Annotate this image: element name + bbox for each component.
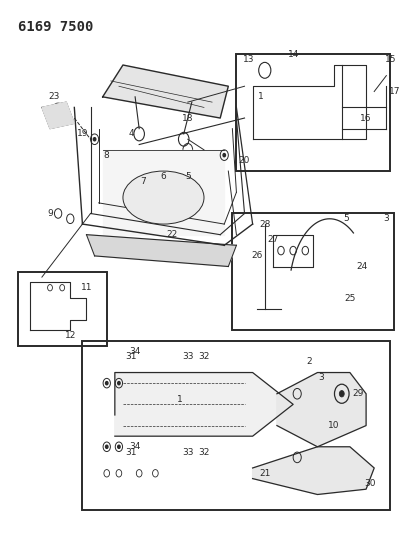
- Text: 34: 34: [129, 442, 141, 451]
- Text: 20: 20: [239, 156, 250, 165]
- Text: 29: 29: [352, 389, 364, 398]
- Bar: [18, 272, 107, 346]
- Text: 13: 13: [243, 55, 254, 64]
- Text: 2: 2: [306, 358, 312, 367]
- Text: 33: 33: [182, 448, 193, 457]
- Circle shape: [118, 382, 120, 385]
- Text: 24: 24: [357, 262, 368, 271]
- Bar: [236, 54, 390, 171]
- Polygon shape: [277, 373, 366, 447]
- Bar: [82, 341, 390, 511]
- Circle shape: [93, 138, 96, 141]
- Text: 31: 31: [125, 352, 137, 361]
- Polygon shape: [86, 235, 236, 266]
- Text: 21: 21: [259, 469, 271, 478]
- Text: 5: 5: [185, 172, 191, 181]
- Text: 9: 9: [47, 209, 53, 218]
- Circle shape: [339, 391, 344, 397]
- Text: 3: 3: [384, 214, 389, 223]
- Text: 19: 19: [77, 130, 88, 139]
- Text: 6: 6: [161, 172, 166, 181]
- Text: 11: 11: [81, 283, 92, 292]
- Text: 10: 10: [328, 421, 339, 430]
- Text: 15: 15: [385, 55, 396, 64]
- Text: 3: 3: [319, 373, 324, 382]
- Text: 26: 26: [251, 252, 262, 261]
- Text: 8: 8: [104, 151, 110, 160]
- Polygon shape: [253, 447, 374, 495]
- Text: 28: 28: [259, 220, 271, 229]
- Text: 23: 23: [49, 92, 60, 101]
- Text: 30: 30: [364, 479, 376, 488]
- Text: 1: 1: [258, 92, 264, 101]
- Text: 32: 32: [198, 448, 210, 457]
- Polygon shape: [103, 65, 228, 118]
- Text: 5: 5: [343, 214, 349, 223]
- Text: 4: 4: [128, 130, 134, 139]
- Ellipse shape: [123, 171, 204, 224]
- Text: 34: 34: [129, 347, 141, 356]
- Polygon shape: [103, 150, 224, 235]
- Text: 27: 27: [267, 236, 279, 245]
- Text: 32: 32: [198, 352, 210, 361]
- Text: 16: 16: [360, 114, 372, 123]
- Text: 17: 17: [389, 87, 400, 96]
- Text: 25: 25: [344, 294, 355, 303]
- Circle shape: [106, 445, 108, 448]
- Circle shape: [223, 154, 226, 157]
- Text: 22: 22: [166, 230, 177, 239]
- Text: 14: 14: [288, 50, 299, 59]
- Polygon shape: [115, 373, 293, 436]
- Text: 33: 33: [182, 352, 193, 361]
- Polygon shape: [42, 102, 74, 128]
- Circle shape: [106, 382, 108, 385]
- Bar: [233, 214, 395, 330]
- Circle shape: [118, 445, 120, 448]
- Text: 6169 7500: 6169 7500: [18, 20, 93, 34]
- Text: 7: 7: [140, 177, 146, 186]
- Text: 12: 12: [64, 331, 76, 340]
- Text: 1: 1: [177, 394, 182, 403]
- Text: 31: 31: [125, 448, 137, 457]
- Text: 18: 18: [182, 114, 193, 123]
